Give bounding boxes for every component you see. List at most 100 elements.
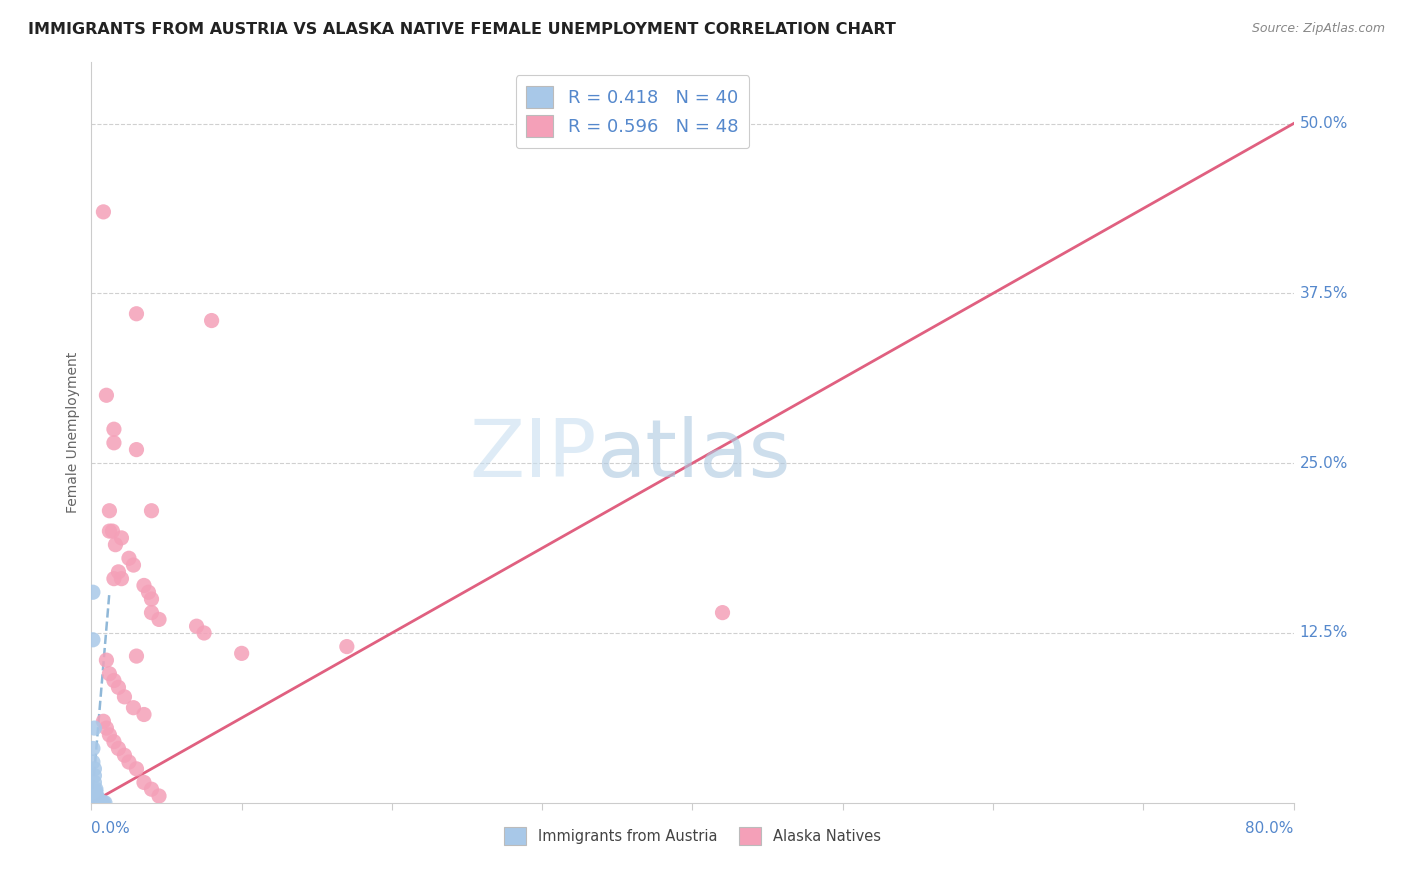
Point: [110, 531, 132, 545]
Point: [125, 762, 148, 776]
Point: [86, 791, 108, 805]
Point: [103, 435, 125, 450]
Point: [82, 741, 104, 756]
Text: 12.5%: 12.5%: [1299, 625, 1348, 640]
Point: [193, 626, 215, 640]
Point: [93, 205, 115, 219]
Point: [87, 796, 110, 810]
Text: ZIP: ZIP: [470, 416, 596, 494]
Point: [84, 789, 107, 803]
Point: [122, 700, 145, 714]
Point: [83, 721, 105, 735]
Point: [711, 606, 734, 620]
Text: 50.0%: 50.0%: [1299, 116, 1348, 131]
Point: [114, 690, 136, 704]
Point: [82, 796, 104, 810]
Point: [141, 504, 163, 518]
Point: [201, 313, 224, 327]
Text: atlas: atlas: [596, 416, 790, 494]
Point: [141, 606, 163, 620]
Point: [87, 793, 110, 807]
Text: 0.0%: 0.0%: [91, 822, 131, 837]
Point: [82, 796, 104, 810]
Point: [94, 796, 117, 810]
Point: [82, 632, 104, 647]
Point: [83, 769, 105, 783]
Point: [103, 673, 125, 688]
Text: 37.5%: 37.5%: [1299, 285, 1348, 301]
Point: [103, 422, 125, 436]
Point: [86, 790, 108, 805]
Point: [87, 794, 110, 808]
Point: [114, 748, 136, 763]
Point: [93, 714, 115, 729]
Point: [98, 666, 121, 681]
Point: [82, 796, 104, 810]
Point: [141, 782, 163, 797]
Point: [98, 524, 121, 538]
Point: [82, 755, 104, 769]
Point: [186, 619, 208, 633]
Point: [96, 388, 118, 402]
Point: [82, 585, 104, 599]
Point: [82, 796, 104, 810]
Point: [104, 538, 127, 552]
Text: 25.0%: 25.0%: [1299, 456, 1348, 471]
Point: [96, 653, 118, 667]
Point: [86, 793, 108, 807]
Point: [82, 796, 104, 810]
Point: [103, 572, 125, 586]
Point: [118, 551, 141, 566]
Point: [538, 123, 561, 137]
Point: [148, 612, 170, 626]
Point: [132, 775, 155, 789]
Point: [231, 646, 253, 660]
Point: [84, 782, 107, 797]
Point: [103, 734, 125, 748]
Point: [132, 707, 155, 722]
Point: [96, 721, 118, 735]
Point: [82, 796, 104, 810]
Text: Source: ZipAtlas.com: Source: ZipAtlas.com: [1251, 22, 1385, 36]
Point: [118, 755, 141, 769]
Point: [148, 789, 170, 803]
Point: [82, 796, 104, 810]
Point: [82, 796, 104, 810]
Point: [125, 442, 148, 457]
Point: [132, 578, 155, 592]
Point: [125, 649, 148, 664]
Point: [138, 585, 160, 599]
Text: 80.0%: 80.0%: [1246, 822, 1294, 837]
Point: [83, 775, 105, 789]
Point: [82, 796, 104, 810]
Y-axis label: Female Unemployment: Female Unemployment: [66, 352, 80, 513]
Point: [107, 741, 129, 756]
Point: [82, 796, 104, 810]
Point: [110, 572, 132, 586]
Legend: Immigrants from Austria, Alaska Natives: Immigrants from Austria, Alaska Natives: [498, 822, 887, 851]
Point: [89, 796, 111, 810]
Point: [82, 796, 104, 810]
Point: [83, 762, 105, 776]
Point: [82, 796, 104, 810]
Point: [101, 524, 124, 538]
Point: [82, 796, 104, 810]
Point: [84, 785, 107, 799]
Point: [93, 796, 115, 810]
Point: [82, 796, 104, 810]
Point: [90, 796, 112, 810]
Point: [122, 558, 145, 572]
Point: [107, 681, 129, 695]
Point: [82, 796, 104, 810]
Text: IMMIGRANTS FROM AUSTRIA VS ALASKA NATIVE FEMALE UNEMPLOYMENT CORRELATION CHART: IMMIGRANTS FROM AUSTRIA VS ALASKA NATIVE…: [28, 22, 896, 37]
Point: [84, 788, 107, 802]
Point: [98, 728, 121, 742]
Point: [82, 796, 104, 810]
Point: [125, 307, 148, 321]
Point: [82, 796, 104, 810]
Point: [98, 504, 121, 518]
Point: [336, 640, 359, 654]
Point: [82, 796, 104, 810]
Point: [107, 565, 129, 579]
Point: [141, 592, 163, 607]
